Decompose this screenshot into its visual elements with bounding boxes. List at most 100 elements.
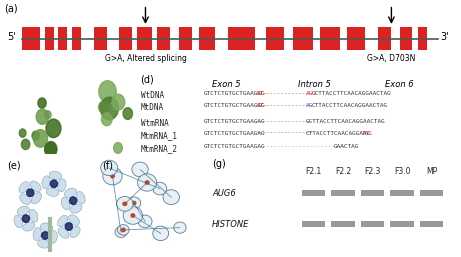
Text: --------------: -------------- bbox=[263, 103, 313, 108]
Circle shape bbox=[99, 81, 116, 102]
Text: Exon 6: Exon 6 bbox=[385, 80, 414, 89]
Bar bbox=[400, 27, 412, 50]
Text: Intron 5: Intron 5 bbox=[298, 80, 331, 89]
Text: AG: AG bbox=[306, 103, 313, 108]
Circle shape bbox=[38, 98, 46, 108]
Circle shape bbox=[112, 94, 125, 110]
Text: ----------------: ---------------- bbox=[256, 131, 314, 136]
Bar bbox=[157, 27, 170, 50]
Text: WtDNA: WtDNA bbox=[141, 91, 164, 100]
Text: G>A, Altered splicing: G>A, Altered splicing bbox=[105, 54, 186, 63]
Circle shape bbox=[44, 111, 51, 119]
Circle shape bbox=[121, 228, 125, 232]
Text: 3': 3' bbox=[441, 32, 449, 42]
Text: GAACTAG: GAACTAG bbox=[334, 144, 359, 149]
Circle shape bbox=[21, 139, 30, 150]
Circle shape bbox=[163, 190, 179, 205]
Text: MtDNA: MtDNA bbox=[141, 103, 164, 112]
Text: (g): (g) bbox=[212, 159, 226, 169]
Circle shape bbox=[22, 215, 30, 222]
Text: -------------------------: ------------------------- bbox=[256, 144, 347, 149]
Text: WtmRNA: WtmRNA bbox=[141, 119, 168, 128]
Text: Exon 5: Exon 5 bbox=[212, 80, 240, 89]
Circle shape bbox=[45, 142, 57, 157]
Text: --------------: -------------- bbox=[263, 91, 313, 96]
Circle shape bbox=[174, 222, 186, 233]
Text: GT: GT bbox=[256, 91, 264, 96]
Ellipse shape bbox=[33, 227, 41, 241]
Ellipse shape bbox=[65, 188, 77, 197]
Ellipse shape bbox=[69, 215, 79, 225]
Ellipse shape bbox=[77, 191, 85, 204]
Bar bbox=[228, 27, 255, 50]
Text: F2.2: F2.2 bbox=[335, 168, 351, 177]
Circle shape bbox=[99, 101, 108, 113]
Circle shape bbox=[117, 196, 133, 211]
Bar bbox=[94, 27, 107, 50]
Text: GCTTACCTTCAACAGGAACTAG: GCTTACCTTCAACAGGAACTAG bbox=[306, 119, 386, 124]
Bar bbox=[71, 27, 81, 50]
Text: (e): (e) bbox=[7, 161, 21, 171]
Circle shape bbox=[127, 197, 141, 209]
Circle shape bbox=[36, 109, 48, 124]
Circle shape bbox=[132, 201, 136, 205]
Bar bbox=[390, 221, 414, 227]
Circle shape bbox=[50, 180, 58, 188]
Text: GTCTCTGTGCTGAAGAG: GTCTCTGTGCTGAAGAG bbox=[204, 91, 266, 96]
Ellipse shape bbox=[58, 228, 69, 238]
Text: CTTACCTTCAACAGGAAC: CTTACCTTCAACAGGAAC bbox=[306, 131, 371, 136]
Text: (b): (b) bbox=[7, 79, 21, 89]
Circle shape bbox=[123, 108, 132, 120]
Circle shape bbox=[19, 129, 26, 137]
Circle shape bbox=[33, 130, 47, 147]
Text: F2.1: F2.1 bbox=[305, 168, 321, 177]
Text: AG: AG bbox=[306, 91, 313, 96]
Circle shape bbox=[103, 167, 122, 185]
Circle shape bbox=[101, 113, 112, 126]
Circle shape bbox=[100, 160, 118, 176]
Ellipse shape bbox=[42, 176, 50, 189]
Text: MtmRNA_1: MtmRNA_1 bbox=[141, 131, 177, 140]
Bar bbox=[293, 27, 313, 50]
Text: GT: GT bbox=[256, 103, 264, 108]
Circle shape bbox=[118, 225, 129, 235]
Ellipse shape bbox=[37, 240, 50, 248]
Text: (f): (f) bbox=[102, 161, 113, 171]
Text: (c): (c) bbox=[74, 79, 87, 89]
Bar bbox=[378, 27, 391, 50]
Text: ----------------: ---------------- bbox=[256, 119, 314, 124]
Circle shape bbox=[153, 226, 169, 241]
Bar bbox=[320, 27, 340, 50]
Bar bbox=[361, 190, 384, 196]
Text: AUG6: AUG6 bbox=[212, 189, 236, 198]
Bar bbox=[301, 221, 325, 227]
Bar bbox=[199, 27, 215, 50]
Circle shape bbox=[41, 232, 49, 239]
Bar bbox=[331, 221, 355, 227]
Circle shape bbox=[65, 223, 72, 230]
Ellipse shape bbox=[61, 197, 70, 210]
Circle shape bbox=[137, 174, 157, 191]
Bar bbox=[390, 190, 414, 196]
Bar bbox=[58, 27, 67, 50]
Circle shape bbox=[32, 131, 39, 140]
Circle shape bbox=[45, 142, 57, 157]
Bar bbox=[420, 190, 443, 196]
Ellipse shape bbox=[19, 182, 29, 193]
Circle shape bbox=[132, 162, 148, 177]
Circle shape bbox=[123, 207, 142, 224]
Text: MtmRNA_2: MtmRNA_2 bbox=[141, 144, 177, 153]
Circle shape bbox=[131, 214, 135, 217]
Text: GCTTACCTTCAACAGGAACTAG: GCTTACCTTCAACAGGAACTAG bbox=[312, 91, 392, 96]
Bar bbox=[179, 27, 192, 50]
Bar bbox=[301, 190, 325, 196]
Bar bbox=[23, 27, 41, 50]
Ellipse shape bbox=[31, 192, 41, 204]
Circle shape bbox=[46, 119, 61, 137]
Circle shape bbox=[123, 202, 127, 206]
Text: F3.0: F3.0 bbox=[394, 168, 410, 177]
Circle shape bbox=[145, 181, 149, 184]
Bar bbox=[347, 27, 365, 50]
Text: (d): (d) bbox=[141, 74, 154, 84]
Circle shape bbox=[111, 175, 114, 178]
